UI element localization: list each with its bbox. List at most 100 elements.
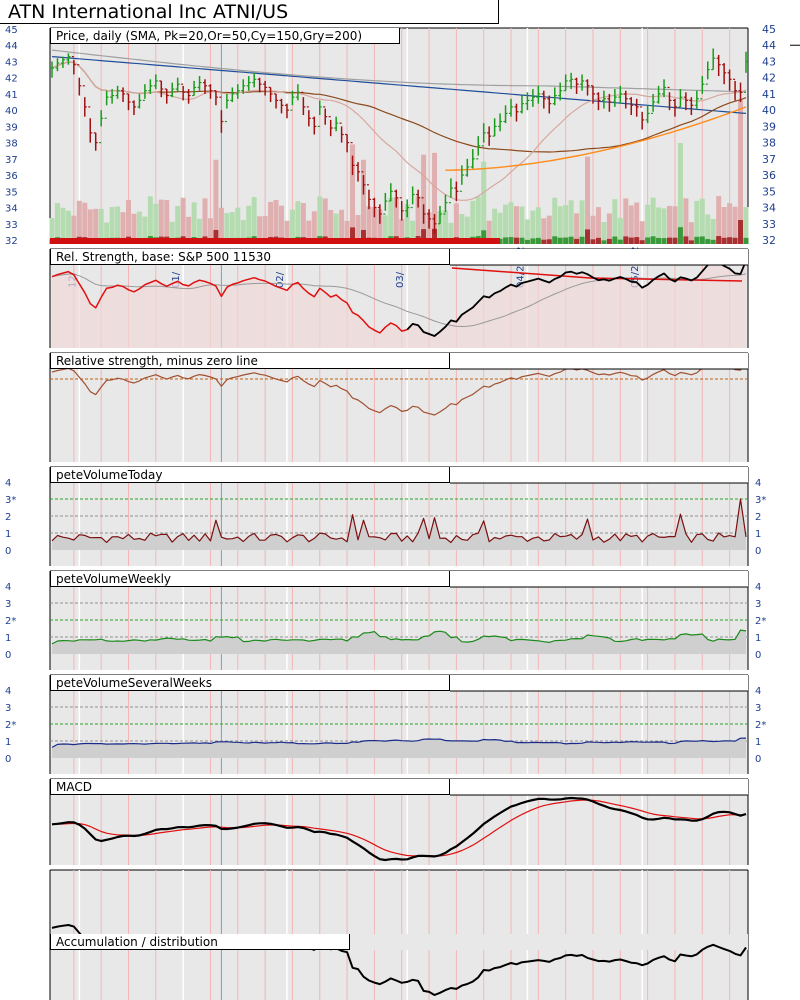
volume-bar [126, 200, 132, 244]
volume-bar-dark [683, 236, 689, 244]
volume-bar-dark [705, 239, 711, 244]
volume-bar [399, 219, 405, 244]
pvs-y-tick-right: 4 [755, 686, 761, 697]
volume-bar-dark [650, 236, 656, 244]
volume-bar [453, 203, 459, 244]
volume-bar-dark [672, 237, 678, 244]
rs-average-line [51, 273, 747, 327]
volume-bar [464, 216, 470, 244]
volume-bar [82, 202, 88, 244]
pvt-area [52, 499, 746, 550]
volume-bar-dark [623, 236, 629, 244]
volume-bar [535, 207, 541, 244]
volume-bar [153, 203, 159, 244]
pvs-y-tick-left: 2* [5, 720, 16, 731]
volume-bar [218, 207, 224, 244]
volume-bar [289, 209, 295, 244]
volume-bar [169, 221, 175, 244]
volume-bar [666, 205, 672, 244]
sma50-line [51, 61, 747, 153]
pvs-panel-label: peteVolumeSeveralWeeks [50, 675, 450, 691]
volume-bar [388, 197, 394, 244]
rs-line [406, 259, 747, 337]
pvs-y-tick-left: 3 [5, 703, 11, 714]
volume-bar [568, 200, 574, 244]
volume-bar [251, 197, 257, 244]
volume-bar-dark [656, 237, 662, 244]
volume-bar [98, 208, 104, 244]
pvw-y-tick-right: 2* [755, 616, 766, 627]
pvt-y-tick-right: 1 [755, 529, 761, 540]
volume-bar [213, 159, 219, 244]
volume-bar [175, 206, 181, 244]
volume-bar-dark [738, 220, 744, 244]
pvt-y-tick-left: 1 [5, 529, 11, 540]
volume-bar [224, 213, 230, 244]
volume-bar-dark [677, 227, 683, 244]
volume-bar-dark [481, 230, 487, 244]
volume-bar [273, 199, 279, 244]
volume-bar-dark [606, 238, 612, 244]
rs-header-blank [450, 249, 748, 265]
volume-bar-dark [546, 239, 552, 244]
volume-bar-dark [213, 229, 219, 244]
date-label: 03/ [395, 271, 406, 288]
volume-bar-dark [585, 229, 591, 244]
price-y-tick-right: 34 [762, 202, 776, 215]
volume-bar-dark [612, 236, 618, 244]
ad-panel-label: Accumulation / distribution [50, 934, 350, 950]
volume-bar [688, 222, 694, 244]
volume-bar [366, 206, 372, 244]
chart-title: ATN International Inc ATNI/US [0, 0, 499, 24]
volume-bar [186, 216, 192, 244]
volume-bar [197, 218, 203, 244]
pvt-y-tick-left: 3* [5, 495, 16, 506]
pvt-header-blank [450, 467, 748, 483]
volume-bar-dark [568, 236, 574, 244]
volume-bar [459, 214, 465, 244]
volume-bar [279, 205, 285, 244]
volume-bar-dark [563, 237, 569, 244]
long-ma-line [51, 56, 747, 114]
volume-bar [235, 207, 241, 244]
volume-bar [727, 203, 733, 244]
volume-bar [87, 209, 93, 244]
volume-bar-dark [541, 239, 547, 244]
rs-panel-label: Rel. Strength, base: S&P 500 11530 [50, 249, 450, 265]
volume-bar [557, 206, 563, 244]
volume-bar [486, 220, 492, 244]
volume-bar-dark [421, 229, 427, 244]
volume-bar-dark [519, 237, 525, 244]
volume-bar-dark [710, 239, 716, 244]
volume-bar-dark [432, 228, 438, 244]
volume-bar-dark [639, 240, 645, 244]
price-y-tick-left: 33 [5, 220, 18, 231]
volume-bar [355, 215, 361, 244]
pvw-y-tick-right: 1 [755, 633, 761, 644]
volume-bar [677, 143, 683, 244]
macd-panel-label: MACD [50, 779, 450, 795]
volume-bar [115, 206, 121, 244]
pvw-y-tick-left: 1 [5, 633, 11, 644]
volume-bar [147, 196, 153, 244]
price-y-tick-right: 43 [762, 55, 776, 68]
volume-bar [257, 216, 263, 244]
volume-bar [207, 218, 213, 244]
price-y-tick-right: 42 [762, 72, 776, 85]
volume-bar [404, 204, 410, 244]
pvs-y-tick-left: 0 [5, 754, 11, 765]
volume-bar [410, 220, 416, 244]
volume-bar [262, 215, 268, 244]
price-y-tick-right: 44 [762, 39, 776, 52]
volume-bar [475, 196, 481, 244]
volume-bar [65, 210, 71, 244]
volume-bar [639, 221, 645, 244]
pvs-y-tick-right: 0 [755, 754, 761, 765]
date-label: 02/ [275, 271, 286, 288]
price-y-tick-left: 43 [5, 57, 18, 68]
volume-bar-dark [503, 237, 509, 244]
price-y-tick-left: 38 [5, 139, 18, 150]
volume-bar [721, 206, 727, 244]
pvs-y-tick-left: 4 [5, 686, 11, 697]
volume-bar [344, 220, 350, 244]
